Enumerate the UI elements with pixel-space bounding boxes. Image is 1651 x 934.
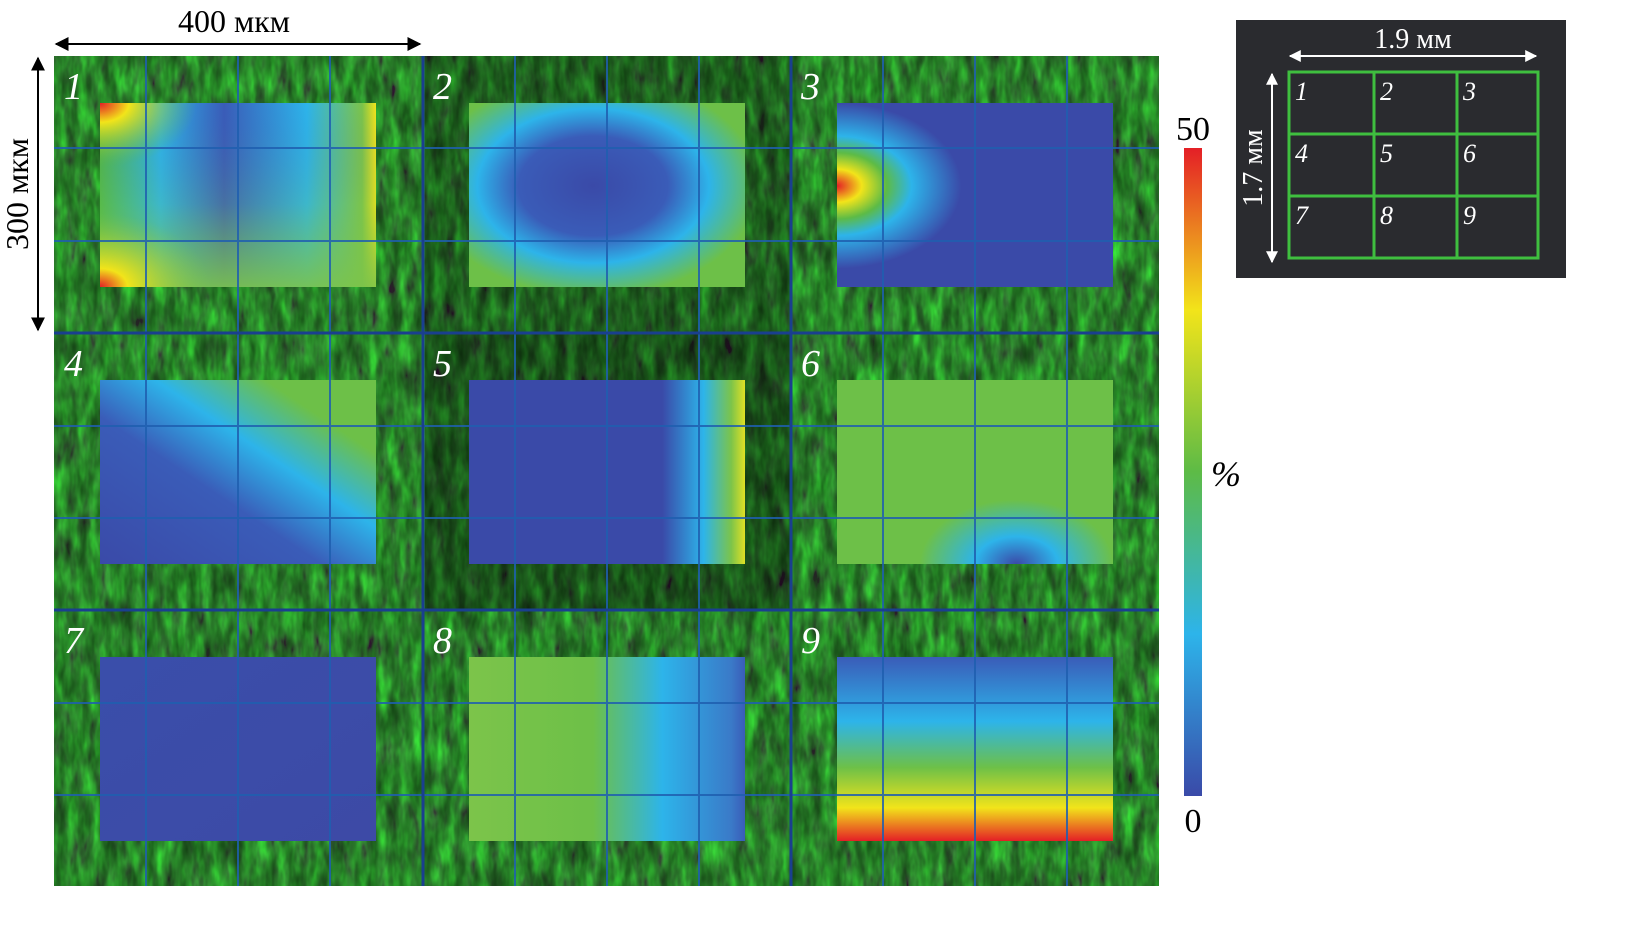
colorbar-min-label: 0	[1185, 803, 1202, 840]
panel-number-1: 1	[64, 66, 83, 108]
horizontal-scale-bar: 400 мкм	[54, 3, 422, 51]
panel-number-7: 7	[64, 620, 85, 662]
inset-cell-9: 9	[1463, 201, 1476, 230]
colorbar-gradient	[1184, 148, 1202, 796]
panel-number-3: 3	[800, 66, 820, 108]
vertical-scale-bar: 300 мкм	[0, 56, 45, 332]
inset-cell-8: 8	[1380, 201, 1393, 230]
colorbar-unit-label: %	[1211, 454, 1241, 494]
panel-number-8: 8	[433, 620, 452, 662]
inset-sample-map: 1.9 мм 1.7 мм 1 2 3 4 5 6 7 8 9	[1236, 20, 1566, 278]
inset-cell-4: 4	[1295, 139, 1308, 168]
horizontal-scale-label: 400 мкм	[178, 3, 290, 39]
panel-number-5: 5	[433, 343, 452, 385]
inset-cell-2: 2	[1380, 77, 1393, 106]
colorbar: 50 0 %	[1176, 111, 1241, 840]
inset-cell-5: 5	[1380, 139, 1393, 168]
vertical-scale-label: 300 мкм	[0, 138, 35, 250]
inset-cell-6: 6	[1463, 139, 1476, 168]
panel-dividers	[54, 56, 1159, 886]
colorbar-max-label: 50	[1176, 111, 1210, 148]
inset-cell-1: 1	[1295, 77, 1308, 106]
panel-number-4: 4	[64, 343, 83, 385]
inset-cell-7: 7	[1295, 201, 1309, 230]
panel-number-9: 9	[801, 620, 820, 662]
inset-width-label: 1.9 мм	[1374, 24, 1452, 55]
panel-number-6: 6	[801, 343, 820, 385]
inset-height-label: 1.7 мм	[1238, 129, 1269, 207]
panel-numbers: 1 2 3 4 5 6 7 8 9	[64, 66, 820, 662]
panel-number-2: 2	[433, 66, 452, 108]
inset-cell-3: 3	[1462, 77, 1476, 106]
measurement-grid	[54, 56, 1159, 886]
